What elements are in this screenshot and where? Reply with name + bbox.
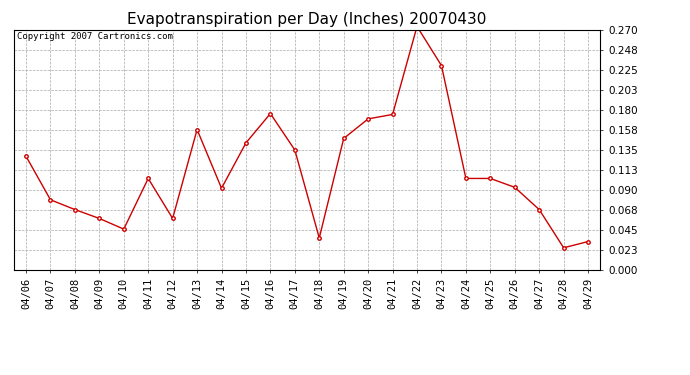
Text: Copyright 2007 Cartronics.com: Copyright 2007 Cartronics.com bbox=[17, 32, 172, 41]
Title: Evapotranspiration per Day (Inches) 20070430: Evapotranspiration per Day (Inches) 2007… bbox=[128, 12, 486, 27]
